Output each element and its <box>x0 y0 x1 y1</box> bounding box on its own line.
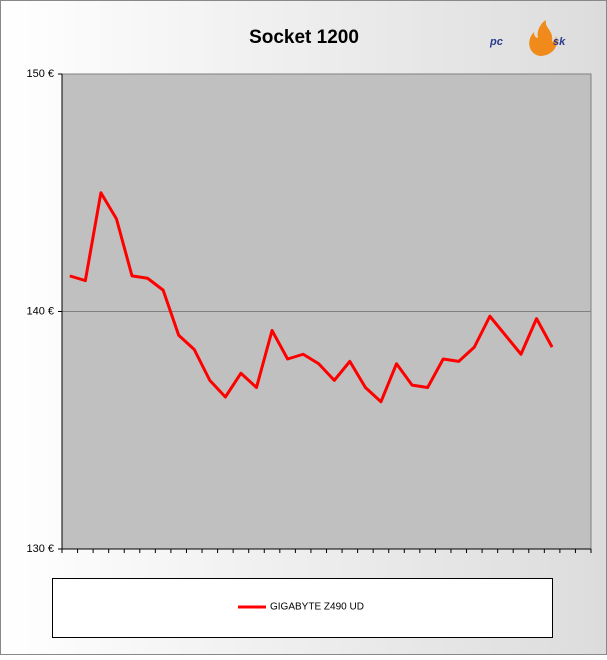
legend-label: GIGABYTE Z490 UD <box>270 602 364 613</box>
y-tick-label: 130 € <box>26 543 54 555</box>
chart-title: Socket 1200 <box>249 27 359 48</box>
logo-text: pc <box>489 36 503 48</box>
logo: pc sk <box>489 20 566 56</box>
legend-box <box>52 578 553 638</box>
y-tick-label: 140 € <box>26 305 54 317</box>
logo-text: sk <box>553 36 566 48</box>
line-series <box>69 191 554 404</box>
y-tick-label: 150 € <box>26 68 54 80</box>
logo-flame <box>529 20 558 56</box>
